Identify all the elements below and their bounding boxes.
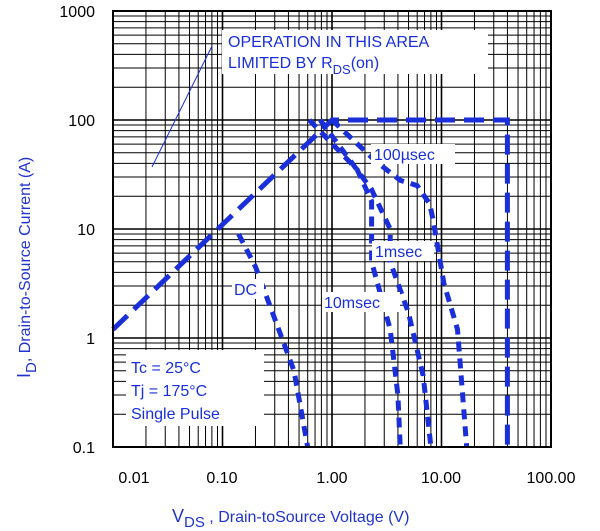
tick-labels: 0.01 0.10 1.00 10.00 100.00 0.1 1 10 100…: [59, 4, 575, 487]
series-line-10msec: [307, 118, 403, 448]
y-tick-label: 0.1: [73, 440, 95, 457]
annotation-line-1: OPERATION IN THIS AREA: [228, 34, 430, 51]
series-line-100-sec: [330, 118, 470, 448]
label-10msec-backing: [322, 292, 400, 312]
label-1msec: 1msec: [375, 244, 422, 261]
grid: [112, 11, 551, 448]
label-dc-backing: [232, 279, 264, 299]
label-10msec: 10msec: [324, 295, 380, 312]
condition-pulse: Single Pulse: [131, 406, 220, 423]
annotation-backing: [222, 30, 488, 74]
y-tick-label: 1000: [59, 4, 95, 21]
condition-tj: Tj = 175°C: [131, 383, 207, 400]
y-tick-label: 1: [86, 331, 95, 348]
y-tick-label: 100: [68, 113, 95, 130]
annotation-line-2: LIMITED BY RDS(on): [228, 55, 379, 77]
curves: [111, 117, 510, 448]
x-tick-label: 0.10: [206, 470, 237, 487]
label-100usec-backing: [371, 144, 455, 164]
x-tick-label: 0.01: [118, 470, 149, 487]
y-tick-label: 10: [77, 222, 95, 239]
conditions-backing: [126, 350, 264, 426]
series-line-dc: [236, 232, 311, 448]
plot-frame: [112, 10, 552, 448]
annotation-pointer: [151, 45, 213, 168]
series-line-1msec: [318, 118, 434, 448]
label-100usec: 100µsec: [374, 147, 435, 164]
y-axis-title: ID, Drain-to-Source Current (A): [14, 157, 40, 378]
label-1msec-backing: [372, 241, 434, 261]
x-tick-label: 100.00: [527, 470, 576, 487]
x-tick-label: 10.00: [421, 470, 461, 487]
x-tick-label: 1.00: [316, 470, 347, 487]
x-axis-title: VDS , Drain-toSource Voltage (V): [172, 506, 409, 531]
condition-tc: Tc = 25°C: [131, 360, 201, 377]
label-dc: DC: [234, 282, 257, 299]
